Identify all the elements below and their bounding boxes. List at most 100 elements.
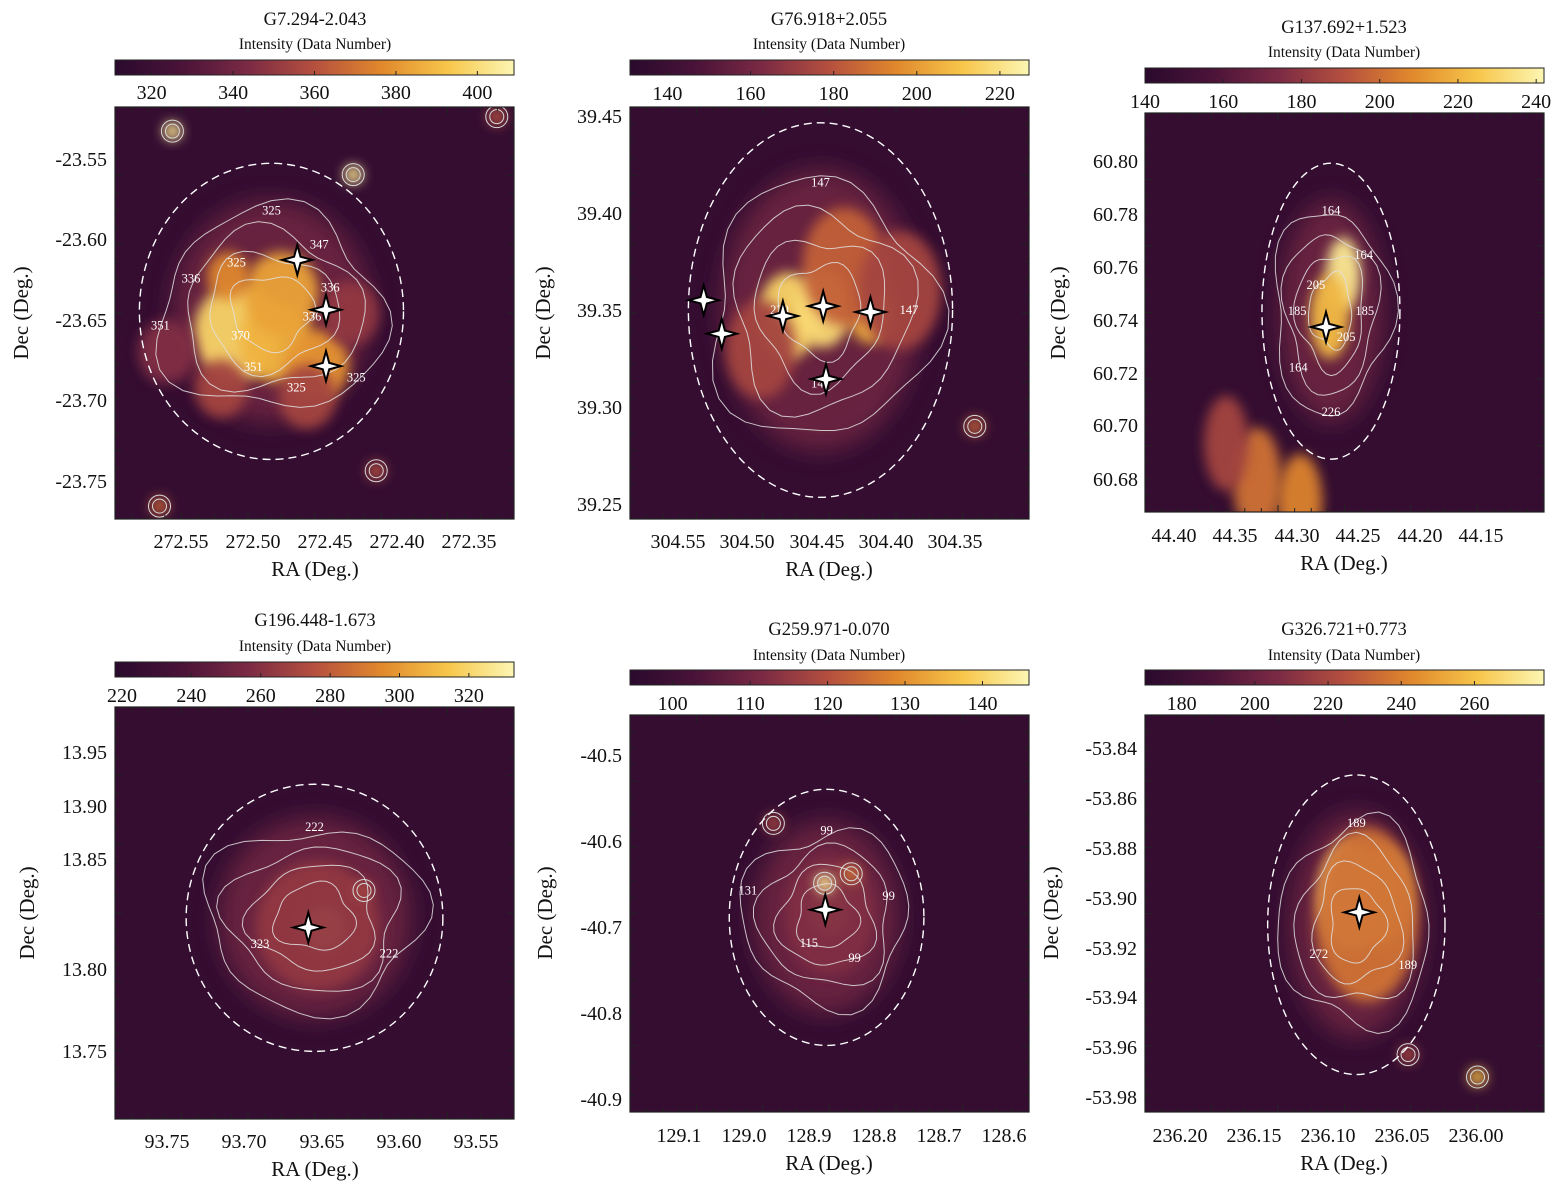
y-tick-label: 60.80 (1093, 151, 1138, 173)
plot-area: 147147147220 (629, 106, 1030, 520)
colorbar-tick-label: 120 (813, 693, 843, 715)
point-source (1399, 1045, 1418, 1064)
y-tick-label: -40.8 (580, 1003, 622, 1025)
emission-blob (725, 300, 796, 399)
point-source-contour (368, 463, 384, 479)
intensity-contour (272, 880, 358, 951)
y-tick-label: 39.25 (577, 494, 622, 516)
colorbar-tick-label: 130 (890, 693, 920, 715)
intensity-contour (155, 198, 393, 408)
intensity-contour (229, 276, 317, 354)
x-axis-label: RA (Deg.) (785, 1151, 873, 1175)
colorbar-gradient (1144, 67, 1545, 84)
y-axis-label: Dec (Deg.) (533, 866, 557, 959)
panel-title: G76.918+2.055 (771, 10, 887, 30)
contour-label: 164 (1354, 248, 1374, 262)
star-marker (1340, 893, 1379, 932)
emission-blob (858, 231, 942, 350)
x-tick-label: 304.45 (790, 531, 845, 553)
plot-area: 164 164 185 205 226 164 185 205 (1144, 112, 1545, 513)
x-tick-label: 304.50 (720, 531, 775, 553)
x-tick-label: 304.55 (651, 531, 706, 553)
y-tick-labels: 13.95 13.90 13.85 13.80 13.75 (62, 742, 107, 1063)
colorbar-tick-label: 220 (1443, 91, 1473, 113)
point-source (367, 461, 386, 480)
y-tick-label: 60.72 (1093, 363, 1138, 385)
point-source-contour (160, 119, 184, 143)
star-marker (278, 241, 317, 279)
colorbar-tick-label: 140 (652, 83, 682, 105)
dashed-aperture-circle (687, 122, 954, 499)
y-tick-labels: -23.55 -23.60 -23.65 -23.70 -23.75 (55, 149, 107, 493)
colorbar-tick-label: 240 (1521, 91, 1551, 113)
x-tick-label: 272.35 (442, 531, 497, 553)
x-axis-label: RA (Deg.) (271, 1157, 359, 1181)
colorbar-tick-label: 320 (137, 82, 167, 104)
colorbar-tick-label: 200 (1240, 693, 1270, 715)
colorbar-gradient (629, 669, 1030, 686)
y-axis-label: Dec (Deg.) (15, 866, 39, 959)
y-tick-label: 60.78 (1093, 204, 1138, 226)
colorbar-tick-label: 380 (381, 82, 411, 104)
x-tick-label: 236.05 (1375, 1125, 1430, 1147)
x-tick-label: 272.40 (370, 531, 425, 553)
star-marker (289, 908, 328, 947)
x-tick-label: 128.8 (852, 1125, 897, 1147)
colorbar-tick-label: 180 (1167, 693, 1197, 715)
intensity-contour (711, 175, 950, 431)
x-tick-label: 44.40 (1152, 525, 1197, 547)
contour-label: 185 (1288, 304, 1307, 318)
colorbar-tick-label: 340 (218, 82, 248, 104)
point-source-contour (1466, 1065, 1489, 1089)
y-tick-labels: 39.45 39.40 39.35 39.30 39.25 (577, 106, 622, 516)
intensity-contour (1311, 860, 1405, 985)
point-source (344, 165, 363, 184)
panel-4: G196.448-1.673 Intensity (Data Number) 2… (15, 611, 515, 1181)
x-tick-label: 236.15 (1227, 1125, 1282, 1147)
x-tick-label: 272.50 (226, 531, 281, 553)
contour-label: 336 (321, 280, 340, 294)
point-source-contour (1470, 1069, 1485, 1085)
point-source-contour (356, 882, 372, 898)
y-tick-label: -53.86 (1085, 788, 1137, 810)
colorbar-tick-label: 320 (454, 685, 484, 707)
y-tick-label: -23.55 (55, 149, 107, 171)
x-tick-labels: 44.40 44.35 44.30 44.25 44.20 44.15 (1152, 525, 1504, 547)
plot-area: 222 222 323 (114, 706, 515, 1120)
y-tick-label: 39.30 (577, 397, 622, 419)
point-source (354, 881, 373, 900)
point-source-contour (761, 811, 785, 835)
colorbar: 100 110 120 130 140 (629, 669, 1030, 715)
y-tick-label: -53.96 (1085, 1037, 1137, 1059)
x-tick-label: 44.15 (1459, 525, 1504, 547)
contour-label: 323 (251, 937, 270, 951)
y-tick-label: 60.74 (1093, 310, 1138, 332)
plot-area: 189 189 272 (1144, 714, 1545, 1113)
colorbar-tick-label: 260 (246, 685, 276, 707)
contour-label: 347 (310, 238, 329, 252)
point-source-contour (164, 123, 180, 139)
y-tick-label: -40.6 (580, 831, 622, 853)
panel-3: G137.692+1.523 Intensity (Data Number) 1… (1046, 18, 1551, 575)
y-tick-label: 60.76 (1093, 257, 1138, 279)
colorbar-tick-label: 140 (968, 693, 998, 715)
x-tick-label: 304.40 (859, 531, 914, 553)
colorbar-gradient (1144, 669, 1545, 686)
emission-blob (244, 251, 319, 336)
colorbar-tick-label: 220 (985, 83, 1015, 105)
point-source-contour (1400, 1047, 1416, 1063)
x-tick-labels: 272.55 272.50 272.45 272.40 272.35 (154, 531, 497, 553)
contour-label: 99 (882, 889, 895, 903)
star-marker (804, 287, 843, 325)
panel-5: G259.971-0.070 Intensity (Data Number) 1… (533, 620, 1030, 1175)
y-tick-label: -53.84 (1085, 738, 1137, 760)
intensity-contour (777, 262, 862, 363)
y-tick-label: -53.94 (1085, 987, 1137, 1009)
y-tick-label: -40.7 (580, 917, 622, 939)
contour-label: 99 (848, 951, 861, 965)
y-axis-label: Dec (Deg.) (1046, 266, 1070, 359)
contour-label: 164 (1322, 204, 1342, 218)
star-marker (806, 890, 845, 929)
x-tick-label: 129.1 (657, 1125, 702, 1147)
x-tick-labels: 93.75 93.70 93.65 93.60 93.55 (145, 1131, 499, 1153)
